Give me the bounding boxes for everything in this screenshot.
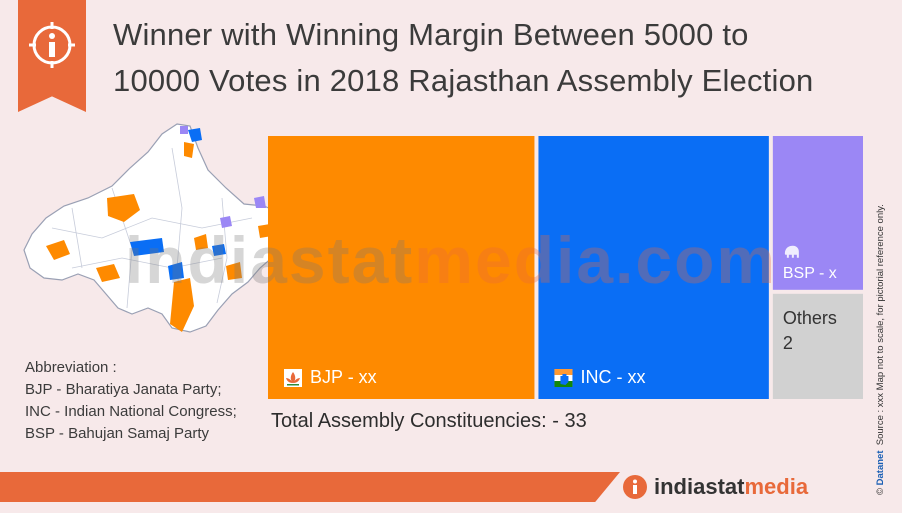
title-line-2: 10000 Votes in 2018 Rajasthan Assembly E… — [113, 63, 814, 98]
label-inc: INC - xx — [580, 367, 645, 387]
treemap-cell-bjp — [268, 136, 535, 399]
map-inc-regions — [130, 128, 292, 280]
total-constituencies: Total Assembly Constituencies: - 33 — [271, 410, 587, 432]
rajasthan-map — [23, 123, 304, 333]
datanet-brand: Datanet — [875, 450, 886, 486]
title-line-1: Winner with Winning Margin Between 5000 … — [113, 17, 749, 52]
map-bjp-regions — [46, 142, 272, 332]
label-bjp: BJP - xx — [310, 367, 377, 387]
chart-title: Winner with Winning Margin Between 5000 … — [113, 12, 893, 104]
label-bsp: BSP - x — [783, 265, 837, 282]
footer-bar — [0, 472, 620, 502]
treemap-cell-others — [772, 293, 863, 399]
treemap-cell-inc — [538, 136, 769, 399]
label-others: Others — [783, 308, 837, 328]
info-badge — [18, 0, 86, 112]
elephant-icon — [784, 245, 799, 258]
hand-icon — [554, 369, 573, 387]
abbreviation-legend: Abbreviation : BJP - Bharatiya Janata Pa… — [25, 357, 237, 445]
indiastat-logo: indiastatmedia — [622, 472, 808, 502]
abbreviation-inc: INC - Indian National Congress; — [25, 403, 237, 420]
label-others-value: 2 — [783, 333, 793, 353]
info-icon — [29, 22, 75, 68]
logo-info-icon — [623, 475, 647, 499]
lotus-icon — [284, 369, 302, 387]
abbreviation-bsp: BSP - Bahujan Samaj Party — [25, 425, 209, 442]
logo-text-b: media — [744, 474, 809, 499]
abbreviation-heading: Abbreviation : — [25, 359, 117, 376]
source-text: Source : xxx Map not to scale, for picto… — [875, 204, 886, 446]
treemap-cell-bsp — [772, 136, 863, 290]
map-bsp-regions — [180, 126, 266, 228]
abbreviation-bjp: BJP - Bharatiya Janata Party; — [25, 381, 222, 398]
source-note: © Datanet Source : xxx Map not to scale,… — [875, 204, 886, 495]
logo-text-a: indiastat — [654, 474, 745, 499]
